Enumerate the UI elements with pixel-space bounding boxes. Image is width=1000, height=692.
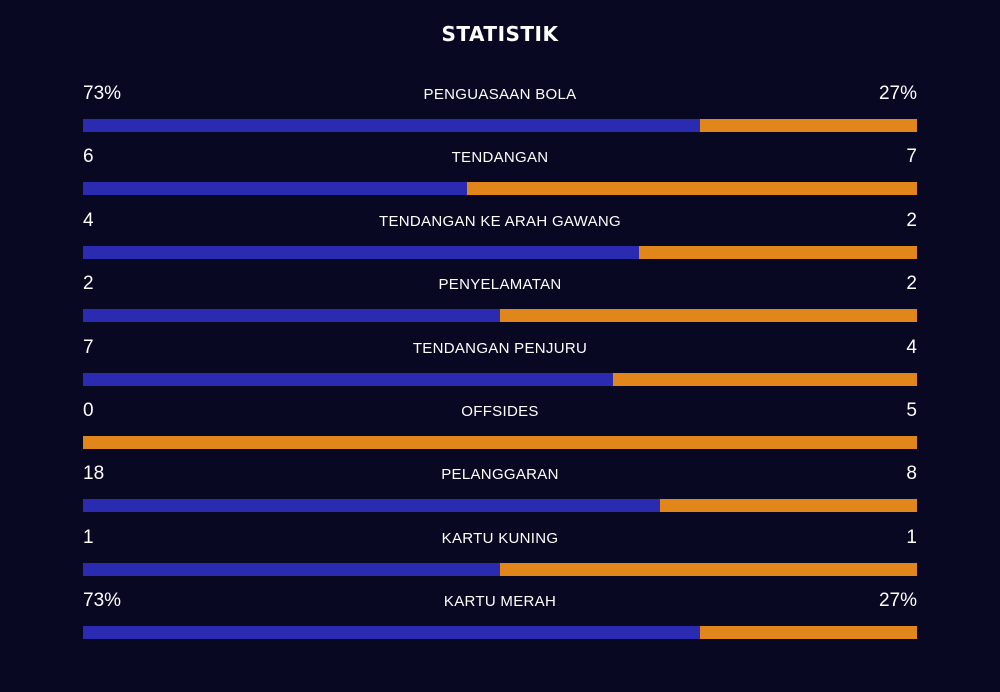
stat-row-fouls: 18 PELANGGARAN 8 — [83, 460, 917, 523]
stat-label: TENDANGAN — [451, 149, 549, 167]
away-value: 7 — [906, 146, 917, 168]
home-value: 7 — [83, 336, 94, 358]
home-value: 2 — [83, 273, 94, 295]
away-bar-segment — [700, 119, 917, 132]
away-bar-segment — [639, 245, 917, 259]
stat-row-saves: 2 PENYELAMATAN 2 — [83, 270, 917, 333]
stat-label: PELANGGARAN — [441, 466, 559, 484]
away-value: 1 — [906, 526, 917, 548]
away-value: 27% — [878, 83, 917, 104]
stats-title: STATISTIK — [441, 22, 559, 46]
home-value: 6 — [83, 146, 94, 168]
stat-bar — [83, 119, 917, 132]
stat-label: OFFSIDES — [461, 402, 539, 420]
stat-label: PENYELAMATAN — [438, 276, 562, 294]
stats-list: 73% PENGUASAAN BOLA 27% 6 TENDANGAN 7 4 … — [83, 80, 917, 651]
away-value: 2 — [906, 209, 917, 231]
away-value: 4 — [906, 336, 917, 358]
stat-bar — [83, 562, 917, 576]
home-value: 4 — [83, 209, 94, 231]
stat-label: KARTU MERAH — [443, 593, 557, 611]
away-bar-segment — [500, 309, 917, 323]
stat-label: KARTU KUNING — [441, 529, 559, 547]
away-value: 27% — [878, 590, 917, 612]
away-bar-segment — [500, 562, 917, 576]
stat-bar — [83, 309, 917, 323]
away-bar-segment — [83, 435, 917, 449]
away-bar-segment — [700, 626, 917, 640]
stat-label: TENDANGAN PENJURU — [412, 339, 588, 357]
stat-bar — [83, 182, 917, 196]
away-bar-segment — [466, 182, 917, 196]
home-value: 73% — [83, 83, 122, 104]
away-value: 2 — [906, 273, 917, 295]
stat-bar — [83, 435, 917, 449]
stat-row-offsides: 0 OFFSIDES 5 — [83, 397, 917, 460]
stat-bar — [83, 626, 917, 640]
home-bar-segment — [83, 372, 614, 386]
stat-row-yellow-cards: 1 KARTU KUNING 1 — [83, 524, 917, 587]
home-value: 1 — [83, 526, 94, 548]
home-bar-segment — [83, 245, 640, 259]
home-bar-segment — [83, 309, 500, 323]
home-bar-segment — [83, 182, 467, 196]
away-value: 8 — [906, 463, 917, 485]
home-value: 18 — [83, 463, 105, 485]
stat-row-corners: 7 TENDANGAN PENJURU 4 — [83, 334, 917, 397]
home-value: 73% — [83, 590, 122, 612]
home-value: 0 — [83, 399, 94, 421]
stat-row-shots: 6 TENDANGAN 7 — [83, 143, 917, 206]
home-bar-segment — [83, 562, 500, 576]
stat-label: PENGUASAAN BOLA — [423, 86, 577, 103]
away-value: 5 — [906, 399, 917, 421]
away-bar-segment — [613, 372, 917, 386]
stat-bar — [83, 499, 917, 513]
stat-bar — [83, 372, 917, 386]
stat-row-possession: 73% PENGUASAAN BOLA 27% — [83, 80, 917, 143]
stat-row-shots-on-target: 4 TENDANGAN KE ARAH GAWANG 2 — [83, 207, 917, 270]
home-bar-segment — [83, 626, 701, 640]
home-bar-segment — [83, 499, 661, 513]
stat-bar — [83, 245, 917, 259]
stat-row-red-cards: 73% KARTU MERAH 27% — [83, 587, 917, 650]
home-bar-segment — [83, 119, 701, 132]
stat-label: TENDANGAN KE ARAH GAWANG — [379, 212, 621, 230]
away-bar-segment — [660, 499, 917, 513]
